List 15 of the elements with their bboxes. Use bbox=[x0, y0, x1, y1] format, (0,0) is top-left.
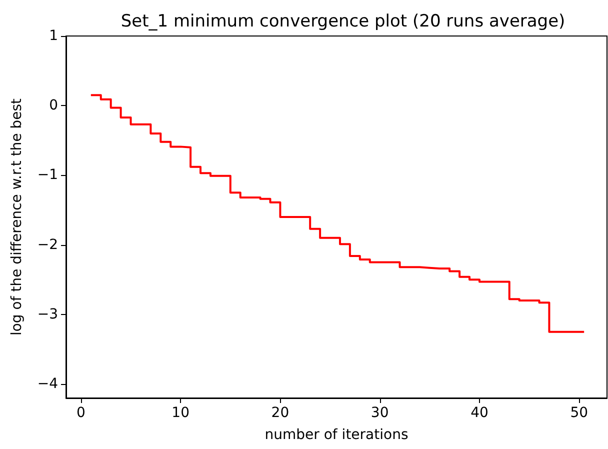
y-tick-label: −1 bbox=[37, 167, 58, 184]
y-tick-label: 0 bbox=[49, 98, 58, 114]
x-tick-label: 20 bbox=[271, 405, 290, 421]
x-tick-label: 10 bbox=[172, 405, 190, 421]
y-tick-label: 1 bbox=[49, 28, 58, 44]
y-tick-label: −3 bbox=[37, 306, 58, 322]
chart-title: Set_1 minimum convergence plot (20 runs average) bbox=[120, 12, 566, 32]
x-axis-title: number of iterations bbox=[264, 427, 408, 443]
y-tick-label: −4 bbox=[37, 376, 58, 392]
y-axis-title: log of the difference w.r.t the best bbox=[9, 98, 25, 336]
x-tick-label: 50 bbox=[570, 405, 588, 421]
x-tick-label: 30 bbox=[370, 405, 389, 421]
y-tick-label: −2 bbox=[37, 236, 58, 253]
x-tick-label: 0 bbox=[76, 405, 86, 421]
x-tick-label: 40 bbox=[470, 405, 488, 421]
